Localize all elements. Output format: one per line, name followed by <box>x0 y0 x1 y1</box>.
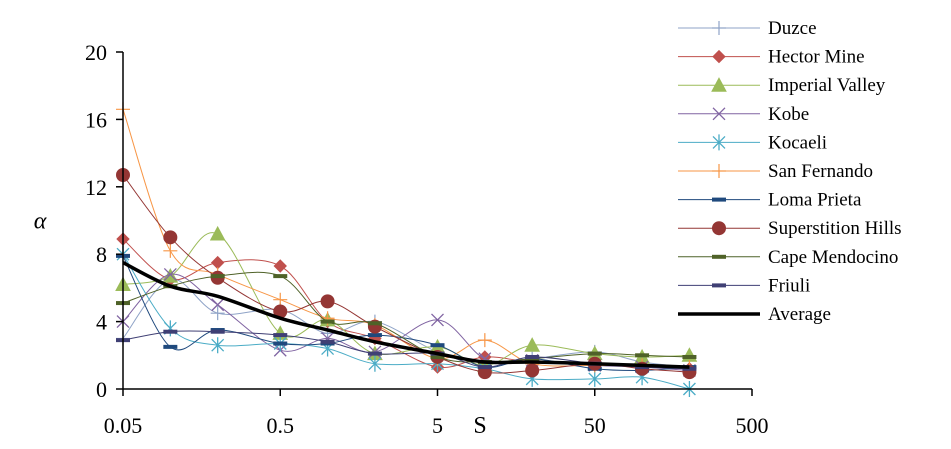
legend-label: Hector Mine <box>768 47 865 68</box>
data-point <box>163 329 178 334</box>
legend-label: Imperial Valley <box>768 75 886 96</box>
y-tick-label: 8 <box>96 242 107 267</box>
series-line <box>122 261 690 369</box>
y-tick-label: 12 <box>85 175 107 200</box>
legend: Duzce Hector Mine Imperial Valley Kobe Kocae… <box>678 18 902 325</box>
data-point <box>431 313 444 327</box>
data-point <box>367 351 382 356</box>
legend-marker <box>712 197 726 202</box>
legend-marker <box>712 49 726 64</box>
data-point <box>210 306 225 321</box>
x-tick-label: 0.05 <box>104 413 143 438</box>
legend-label: Average <box>768 304 831 325</box>
legend-marker <box>711 77 727 92</box>
legend-label: Friuli <box>768 275 810 296</box>
legend-label: Cape Mendocino <box>768 247 898 268</box>
ticks: 0 4 8 12 16 20 0.05 0.5 5 50 500 <box>85 40 769 438</box>
data-point <box>588 370 602 387</box>
legend-marker <box>712 254 726 259</box>
data-point <box>367 333 382 338</box>
data-point <box>682 354 697 359</box>
series-line <box>122 232 690 366</box>
data-point <box>163 267 177 281</box>
x-axis-label: S <box>473 413 486 439</box>
data-point <box>477 365 492 370</box>
data-point <box>163 230 178 245</box>
legend-marker <box>712 107 726 121</box>
y-axis-label: α <box>34 209 47 235</box>
data-point <box>682 366 697 371</box>
data-point <box>209 225 226 241</box>
data-point <box>681 347 698 362</box>
legend-label: San Fernando <box>768 161 873 182</box>
legend-label: Superstition Hills <box>768 218 902 239</box>
data-point <box>273 274 288 279</box>
y-tick-label: 0 <box>96 377 107 402</box>
data-point <box>320 294 335 309</box>
legend-marker <box>712 221 726 236</box>
y-tick-label: 4 <box>96 310 107 335</box>
data-point <box>211 298 225 312</box>
data-point <box>273 333 288 338</box>
data-point <box>163 243 178 258</box>
legend-label: Kobe <box>768 104 809 125</box>
legend-label: Duzce <box>768 18 817 39</box>
data-point <box>210 329 225 334</box>
data-point <box>635 353 650 358</box>
data-point <box>210 255 225 270</box>
series-line <box>122 109 690 368</box>
series-line <box>122 273 690 371</box>
data-point <box>320 339 335 344</box>
series-line <box>122 253 690 390</box>
legend-marker <box>712 134 726 151</box>
data-point <box>477 333 492 348</box>
data-point <box>320 319 335 324</box>
legend-marker <box>712 21 726 35</box>
data-point <box>273 259 287 273</box>
data-point <box>367 321 382 326</box>
legend-label: Loma Prieta <box>768 190 862 211</box>
data-point <box>163 320 177 337</box>
data-point <box>587 351 602 356</box>
data-point <box>525 354 540 359</box>
y-tick-label: 20 <box>85 40 107 65</box>
x-tick-label: 5 <box>432 413 443 438</box>
data-point <box>430 343 445 348</box>
data-point <box>525 363 540 378</box>
data-point <box>273 341 288 346</box>
data-point <box>210 274 225 279</box>
data-point <box>368 355 382 372</box>
legend-marker <box>712 164 726 178</box>
plot-area <box>115 102 698 397</box>
legend-marker <box>712 283 726 288</box>
y-tick-label: 16 <box>85 107 107 132</box>
x-tick-label: 500 <box>736 413 769 438</box>
data-point <box>211 337 225 354</box>
x-tick-label: 50 <box>584 413 606 438</box>
x-tick-label: 0.5 <box>267 413 295 438</box>
data-point <box>273 292 288 307</box>
data-point <box>430 354 445 359</box>
data-point <box>524 337 541 352</box>
legend-label: Kocaeli <box>768 132 827 153</box>
data-point <box>163 344 178 349</box>
